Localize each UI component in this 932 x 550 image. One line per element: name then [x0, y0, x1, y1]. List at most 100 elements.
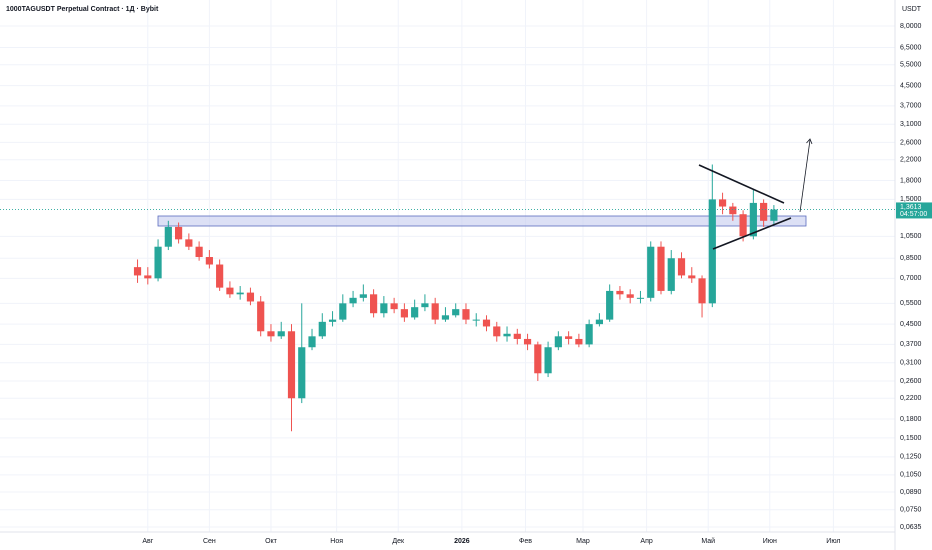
x-tick-label: Сен	[203, 538, 216, 545]
y-tick-label: 3,1000	[900, 121, 922, 128]
candle-body	[441, 315, 450, 320]
candle-body	[359, 294, 367, 298]
candle-body	[308, 336, 316, 348]
candle-body	[328, 319, 337, 322]
candle-body	[626, 294, 634, 298]
candle-body	[544, 347, 552, 374]
candle-body	[503, 333, 511, 337]
y-tick-label: 0,1800	[900, 416, 922, 423]
candle-body	[349, 297, 357, 304]
x-tick-label: Июн	[763, 538, 777, 545]
candle-body	[739, 214, 747, 237]
candle-body	[760, 202, 768, 221]
x-tick-label: 2026	[454, 538, 470, 545]
y-tick-label: 1,8000	[900, 177, 922, 184]
candle-body	[164, 226, 172, 247]
candle-body	[195, 246, 203, 258]
y-tick-label: 0,8500	[900, 255, 922, 262]
y-tick-label: 2,2000	[900, 157, 922, 164]
y-tick-label: 8,0000	[900, 23, 922, 30]
candle-body	[400, 309, 408, 318]
candle-body	[472, 319, 480, 321]
candle-body	[226, 287, 234, 295]
candle-body	[370, 294, 378, 314]
arrow	[799, 139, 811, 213]
y-tick-label: 0,0890	[900, 489, 922, 496]
candle-body	[534, 344, 542, 374]
candle-body	[585, 324, 593, 345]
trend-line	[712, 217, 792, 250]
candle-body	[698, 278, 706, 304]
y-tick-label: 0,3700	[900, 341, 922, 348]
candle-body	[298, 347, 306, 399]
candle-body	[523, 338, 532, 345]
candle-body	[411, 307, 419, 318]
candle-body	[133, 267, 142, 276]
y-tick-label: 1,5000	[900, 196, 922, 203]
x-tick-label: Июл	[826, 538, 840, 545]
candle-body	[205, 257, 213, 265]
candle-body	[246, 292, 255, 302]
y-tick-label: 0,0750	[900, 507, 922, 514]
x-tick-label: Авг	[142, 538, 153, 545]
candle-body	[318, 321, 326, 337]
zone	[157, 215, 807, 227]
candle-body	[606, 290, 614, 320]
x-tick-label: Ноя	[330, 538, 343, 545]
candle-body	[452, 309, 460, 316]
y-tick-label: 5,5000	[900, 62, 922, 69]
y-tick-label: 0,1250	[900, 454, 922, 461]
candle-body	[421, 303, 429, 308]
candle-body	[647, 246, 655, 298]
candle-body	[595, 319, 603, 325]
candle-body	[513, 333, 521, 339]
y-tick-label: 0,1500	[900, 435, 922, 442]
candle-body	[677, 258, 686, 276]
candle-body	[216, 264, 224, 288]
last-price-badge	[896, 202, 932, 219]
y-tick-label: 2,6000	[900, 139, 922, 146]
y-tick-label: 1,0500	[900, 233, 922, 240]
candle-body	[575, 338, 583, 345]
y-tick-label: 0,5500	[900, 300, 922, 307]
candle-body	[729, 206, 737, 215]
x-tick-label: Апр	[640, 538, 652, 545]
candles	[133, 164, 778, 432]
x-tick-label: Дек	[392, 538, 405, 545]
y-tick-label: 0,2600	[900, 378, 922, 385]
last-price-label: 1,3613	[900, 204, 922, 211]
candle-body	[616, 290, 624, 295]
axes: 8,0000 6,5000 5,5000 4,5000 3,7000 3,1000 2,60…	[0, 23, 932, 545]
candle-body	[462, 309, 470, 320]
y-tick-label: 0,7000	[900, 275, 922, 282]
candle-body	[277, 331, 285, 337]
x-tick-label: Мар	[576, 538, 590, 545]
candle-body	[339, 303, 347, 320]
candle-body	[185, 239, 193, 247]
candle-body	[390, 303, 398, 310]
candle-body	[493, 326, 501, 337]
candle-body	[257, 301, 265, 332]
candle-body	[267, 331, 275, 337]
candle-body	[236, 292, 244, 295]
countdown: 04:57:00	[900, 211, 927, 218]
candle-body	[482, 319, 491, 327]
candle-body	[154, 246, 162, 279]
currency: USDT	[902, 6, 922, 13]
trend-line	[698, 164, 785, 204]
candle-body	[749, 202, 757, 237]
y-tick-label: 4,5000	[900, 82, 922, 89]
candle-body	[431, 303, 439, 320]
y-tick-label: 0,1050	[900, 472, 922, 479]
chart-title: 1000TAGUSDT Perpetual Contract · 1Д · By…	[6, 6, 159, 13]
candle-body	[708, 199, 716, 304]
candle-body	[287, 331, 296, 399]
candle-body	[667, 258, 675, 291]
candle-body	[144, 275, 152, 279]
y-tick-label: 0,3100	[900, 360, 922, 367]
y-tick-label: 3,7000	[900, 103, 922, 110]
candle-body	[380, 303, 388, 314]
x-tick-label: Май	[701, 537, 715, 545]
x-tick-label: Окт	[265, 538, 278, 545]
